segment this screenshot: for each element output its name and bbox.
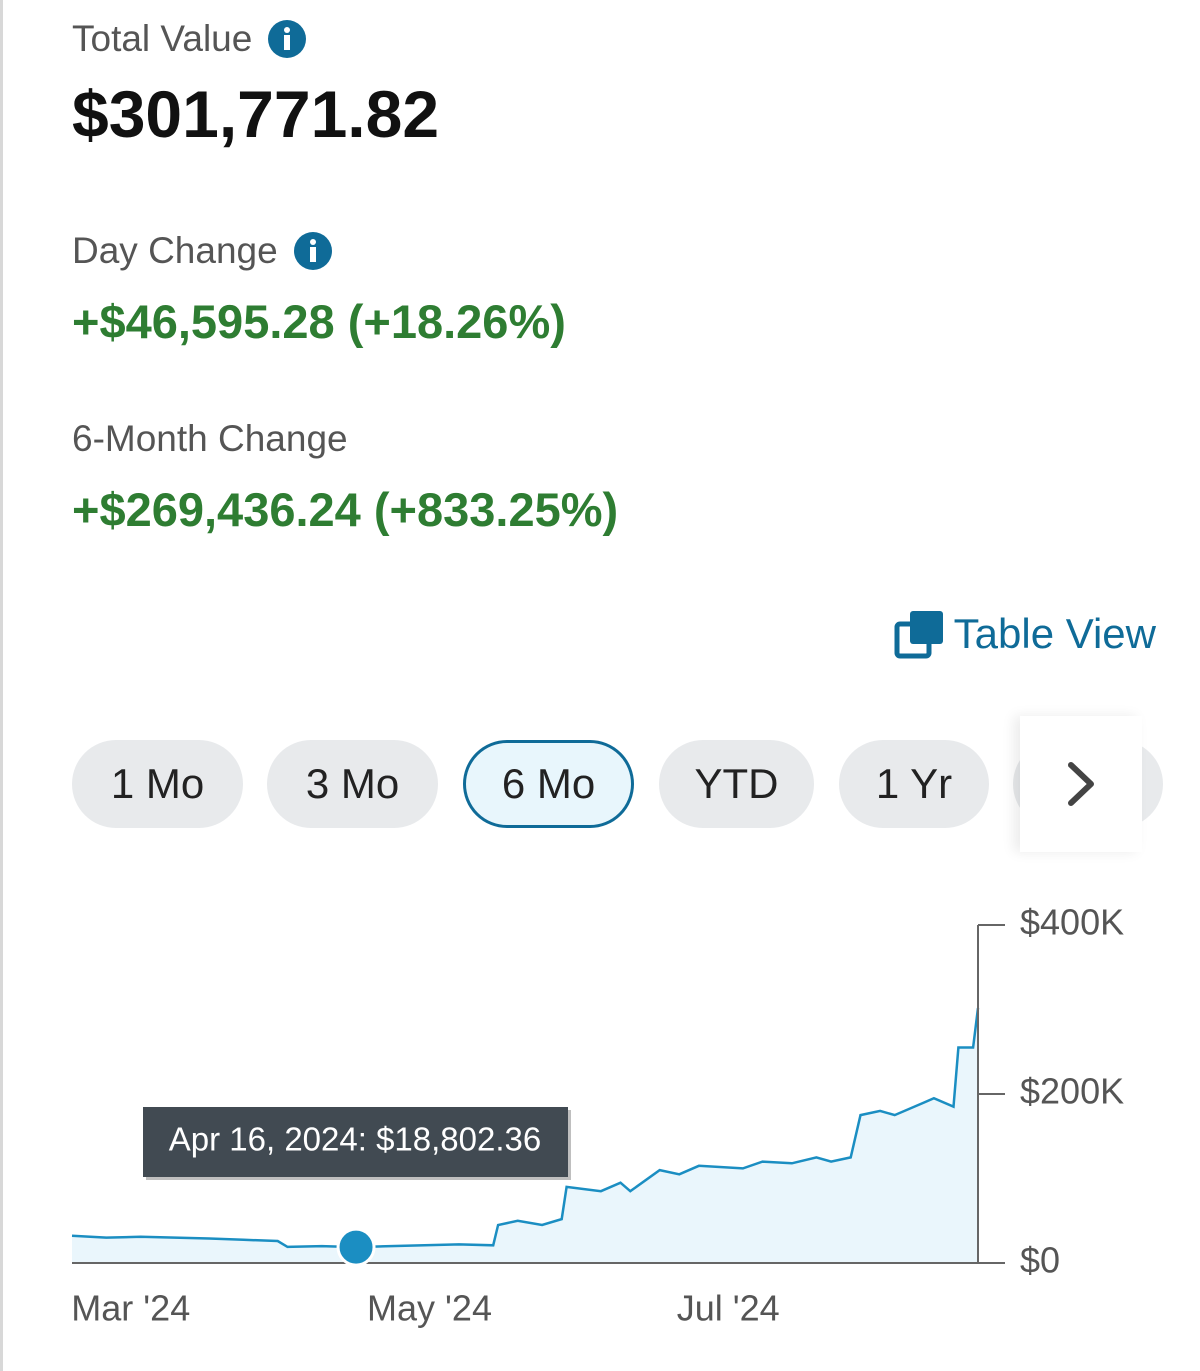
line (71, 1007, 980, 1249)
x-tick-label: May '24 (367, 1288, 492, 1329)
chart: $0 $200K $400K Mar '24 May '24 Jul '24 Apr 16,… (71, 902, 1124, 1329)
info-icon[interactable] (268, 20, 307, 58)
six-month-change: +$269,436.24 (+833.25%) (72, 483, 619, 536)
total-label-row: Total Value (72, 18, 307, 60)
table-icon (894, 611, 943, 659)
day-label-row: Day Change (72, 230, 332, 272)
y-tick-label: $200K (1020, 1071, 1124, 1112)
info-icon[interactable] (293, 232, 332, 270)
area (72, 1008, 978, 1263)
day-label: Day Change (72, 230, 278, 271)
x-tick-label: Mar '24 (71, 1288, 190, 1329)
range-button[interactable]: 1 Mo (72, 740, 243, 828)
tooltip: Apr 16, 2024: $18,802.36 (143, 1107, 571, 1180)
total-label: Total Value (72, 18, 253, 59)
y-tick-label: $400K (1020, 902, 1124, 943)
hover-dot (336, 1227, 376, 1267)
range-button[interactable]: YTD (659, 740, 814, 828)
scroll-right-button[interactable] (1020, 716, 1142, 852)
x-tick-label: Jul '24 (677, 1288, 780, 1329)
total-value: $301,771.82 (72, 77, 440, 151)
day-change: +$46,595.28 (+18.26%) (72, 295, 566, 348)
range-button[interactable]: 1 Yr (839, 740, 989, 828)
chevron (1068, 762, 1094, 806)
table-view-text: Table View (953, 610, 1156, 657)
left-edge (0, 0, 3, 1371)
range-button[interactable]: 3 Mo (267, 740, 438, 828)
range-button[interactable]: 6 Mo (463, 740, 634, 828)
table-view-link[interactable]: Table View (894, 608, 1156, 660)
tooltip-box (143, 1107, 568, 1177)
tooltip-text: Apr 16, 2024: $18,802.36 (169, 1121, 541, 1158)
y-tick-label: $0 (1020, 1240, 1060, 1281)
six-label: 6-Month Change (72, 418, 348, 459)
